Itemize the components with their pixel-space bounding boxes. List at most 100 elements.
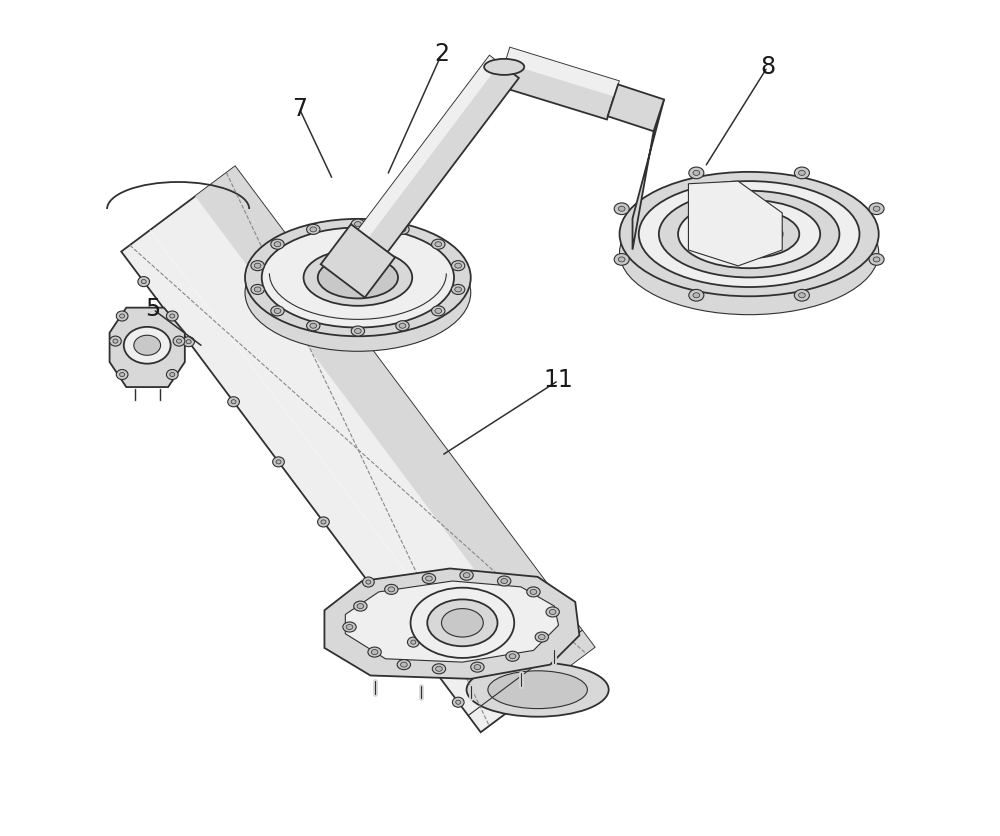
Text: 11: 11 <box>544 369 573 392</box>
Ellipse shape <box>120 314 125 319</box>
Ellipse shape <box>618 206 625 212</box>
Ellipse shape <box>385 584 398 594</box>
Ellipse shape <box>399 324 406 329</box>
Ellipse shape <box>639 181 859 287</box>
Ellipse shape <box>455 287 461 292</box>
Ellipse shape <box>124 327 171 364</box>
Polygon shape <box>121 166 595 732</box>
Ellipse shape <box>368 647 381 657</box>
Ellipse shape <box>357 604 364 609</box>
Polygon shape <box>505 48 619 96</box>
Ellipse shape <box>527 587 540 597</box>
Ellipse shape <box>488 670 587 709</box>
Ellipse shape <box>614 203 629 215</box>
Ellipse shape <box>411 640 416 645</box>
Ellipse shape <box>228 397 239 407</box>
Ellipse shape <box>435 242 442 247</box>
Text: 5: 5 <box>145 298 161 321</box>
Ellipse shape <box>689 167 704 179</box>
Ellipse shape <box>116 370 128 380</box>
Ellipse shape <box>451 261 465 271</box>
Ellipse shape <box>251 284 264 294</box>
Ellipse shape <box>873 257 880 262</box>
Ellipse shape <box>678 200 820 268</box>
Ellipse shape <box>355 222 361 227</box>
Polygon shape <box>498 48 619 120</box>
Ellipse shape <box>426 576 432 581</box>
Ellipse shape <box>396 224 409 234</box>
Text: 2: 2 <box>434 43 449 66</box>
Ellipse shape <box>432 239 445 249</box>
Ellipse shape <box>486 60 523 74</box>
Ellipse shape <box>307 321 320 331</box>
Ellipse shape <box>274 242 281 247</box>
Polygon shape <box>688 181 782 266</box>
Ellipse shape <box>549 609 556 614</box>
Ellipse shape <box>346 624 353 630</box>
Ellipse shape <box>186 339 191 344</box>
Ellipse shape <box>471 662 484 672</box>
Ellipse shape <box>371 650 378 655</box>
Polygon shape <box>150 230 510 711</box>
Ellipse shape <box>166 370 178 380</box>
Ellipse shape <box>535 632 548 642</box>
Ellipse shape <box>620 172 879 296</box>
Polygon shape <box>110 308 185 387</box>
Ellipse shape <box>351 326 365 336</box>
Ellipse shape <box>538 635 545 640</box>
Ellipse shape <box>432 664 446 674</box>
Polygon shape <box>343 56 500 257</box>
Ellipse shape <box>120 373 125 377</box>
Ellipse shape <box>399 227 406 232</box>
Ellipse shape <box>693 171 700 176</box>
Ellipse shape <box>620 191 879 314</box>
Ellipse shape <box>262 227 454 328</box>
Ellipse shape <box>435 308 442 314</box>
Ellipse shape <box>799 293 805 298</box>
Ellipse shape <box>799 171 805 176</box>
Ellipse shape <box>530 589 537 594</box>
Ellipse shape <box>113 339 118 343</box>
Ellipse shape <box>441 609 483 637</box>
Ellipse shape <box>251 261 264 271</box>
Ellipse shape <box>354 601 367 611</box>
Ellipse shape <box>274 308 281 314</box>
Ellipse shape <box>271 306 284 316</box>
Ellipse shape <box>366 580 371 584</box>
Ellipse shape <box>173 336 185 346</box>
Ellipse shape <box>467 663 609 716</box>
Ellipse shape <box>699 210 799 258</box>
Ellipse shape <box>318 257 398 298</box>
Ellipse shape <box>351 219 365 229</box>
Ellipse shape <box>869 203 884 215</box>
Ellipse shape <box>509 654 516 659</box>
Ellipse shape <box>427 599 497 646</box>
Ellipse shape <box>659 191 839 278</box>
Polygon shape <box>343 56 519 272</box>
Ellipse shape <box>452 697 464 707</box>
Ellipse shape <box>310 227 317 232</box>
Ellipse shape <box>501 579 508 584</box>
Ellipse shape <box>460 570 473 580</box>
Ellipse shape <box>614 253 629 265</box>
Ellipse shape <box>166 311 178 321</box>
Ellipse shape <box>276 460 281 464</box>
Ellipse shape <box>273 456 284 466</box>
Ellipse shape <box>456 700 461 704</box>
Ellipse shape <box>271 239 284 249</box>
Ellipse shape <box>455 263 461 268</box>
Ellipse shape <box>355 329 361 334</box>
Polygon shape <box>324 568 579 679</box>
Ellipse shape <box>794 289 809 301</box>
Ellipse shape <box>138 277 150 287</box>
Ellipse shape <box>689 289 704 301</box>
Ellipse shape <box>407 637 419 647</box>
Ellipse shape <box>134 335 161 355</box>
Ellipse shape <box>432 306 445 316</box>
Ellipse shape <box>170 373 175 377</box>
Ellipse shape <box>183 337 194 347</box>
Polygon shape <box>195 166 595 677</box>
Text: 8: 8 <box>760 55 775 79</box>
Ellipse shape <box>873 206 880 212</box>
Ellipse shape <box>546 607 559 617</box>
